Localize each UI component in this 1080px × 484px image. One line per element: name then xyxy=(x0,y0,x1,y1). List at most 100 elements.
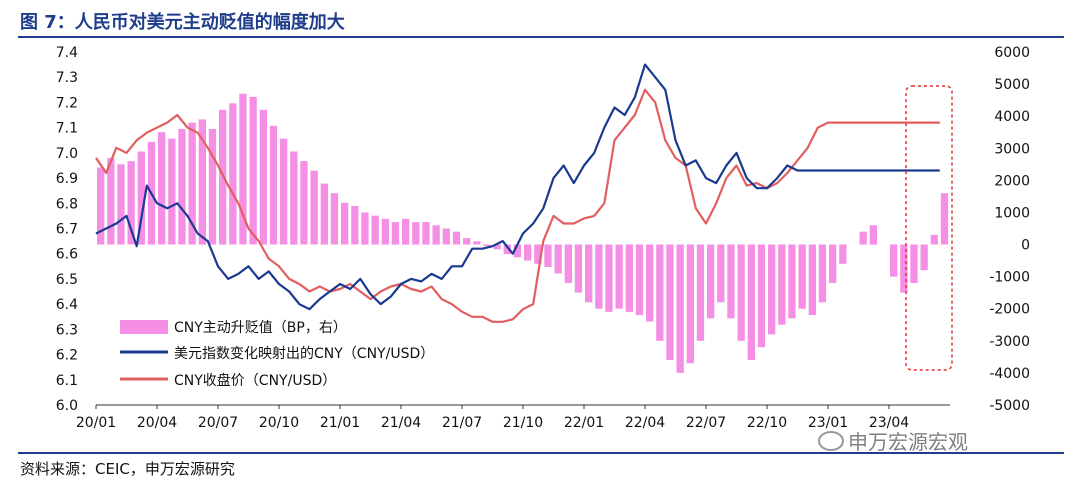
bar xyxy=(574,244,583,293)
bar xyxy=(452,231,461,245)
left-tick-label: 6.6 xyxy=(56,247,78,263)
line-series xyxy=(95,63,940,323)
watermark-text: 申万宏源宏观 xyxy=(848,430,968,454)
bar xyxy=(676,244,684,373)
right-tick-label: -1000 xyxy=(989,270,1030,286)
bar xyxy=(412,222,420,245)
bar xyxy=(757,244,766,348)
bar xyxy=(351,206,359,245)
bar xyxy=(137,151,145,245)
right-tick-label: -5000 xyxy=(989,398,1030,414)
source-note: 资料来源：CEIC，申万宏源研究 xyxy=(20,460,235,478)
title-rule xyxy=(18,36,1064,38)
legend: CNY主动升贬值（BP，右） 美元指数变化映射出的CNY（CNY/USD） CNY收… xyxy=(120,320,434,389)
x-tick-label: 20/10 xyxy=(259,415,299,431)
bar xyxy=(900,244,908,293)
cny-close-line xyxy=(95,88,940,323)
bar xyxy=(768,244,776,335)
left-tick-label: 6.5 xyxy=(56,272,78,288)
bar xyxy=(259,109,267,245)
left-tick-label: 6.2 xyxy=(56,348,78,364)
bar xyxy=(239,93,247,245)
legend-label: CNY收盘价（CNY/USD） xyxy=(174,372,336,389)
right-tick-label: -2000 xyxy=(989,302,1030,318)
right-tick-label: -4000 xyxy=(989,366,1030,382)
bar xyxy=(513,244,522,258)
left-tick-label: 6.3 xyxy=(56,322,78,338)
x-tick-label: 23/04 xyxy=(869,415,909,431)
bar xyxy=(422,222,430,245)
bar xyxy=(920,244,928,271)
bar xyxy=(483,244,491,247)
bar xyxy=(473,241,481,245)
right-tick-label: 6000 xyxy=(994,45,1030,61)
bar xyxy=(503,244,511,255)
bar xyxy=(808,244,816,316)
right-tick-label: 5000 xyxy=(994,77,1030,93)
bar xyxy=(97,167,105,245)
bar xyxy=(280,138,288,245)
bar xyxy=(524,244,532,261)
bar xyxy=(778,244,786,325)
left-tick-label: 6.7 xyxy=(56,222,78,238)
bar xyxy=(869,225,877,245)
x-tick-label: 22/01 xyxy=(564,415,604,431)
x-tick-label: 23/01 xyxy=(808,415,848,431)
bar xyxy=(290,151,298,245)
bar xyxy=(788,244,796,319)
bar xyxy=(117,164,125,245)
chart-title: 图 7：人民币对美元主动贬值的幅度加大 xyxy=(20,12,345,33)
bar xyxy=(402,218,410,245)
bar-series xyxy=(97,93,949,373)
x-tick-label: 21/01 xyxy=(320,415,360,431)
bar xyxy=(839,244,847,264)
bar xyxy=(544,244,552,267)
watermark: 申万宏源宏观 xyxy=(818,426,968,455)
bar xyxy=(188,122,196,245)
x-tick-label: 20/01 xyxy=(76,415,116,431)
wechat-icon xyxy=(818,431,844,451)
bar xyxy=(727,244,735,319)
bar xyxy=(829,244,837,283)
bar xyxy=(717,244,725,303)
bar xyxy=(707,244,715,319)
bar xyxy=(890,244,898,277)
bar xyxy=(859,231,867,245)
legend-label: CNY主动升贬值（BP，右） xyxy=(174,320,347,336)
bar xyxy=(798,244,806,309)
bar xyxy=(432,225,440,245)
x-tick-label: 22/10 xyxy=(747,415,787,431)
bar xyxy=(158,132,166,245)
left-tick-label: 6.1 xyxy=(56,373,78,389)
bar xyxy=(371,215,379,245)
bar xyxy=(493,244,501,250)
bar xyxy=(635,244,644,316)
bar xyxy=(696,244,705,341)
bar xyxy=(564,244,572,283)
footer-rule xyxy=(18,452,1064,454)
bar xyxy=(229,103,237,245)
bar xyxy=(208,129,217,245)
bar xyxy=(686,244,694,364)
bar xyxy=(534,244,542,264)
bar xyxy=(463,238,471,245)
bar xyxy=(330,193,339,245)
legend-label: 美元指数变化映射出的CNY（CNY/USD） xyxy=(174,346,434,362)
bar xyxy=(554,244,562,274)
left-tick-label: 7.0 xyxy=(56,146,78,162)
bar xyxy=(656,244,664,341)
right-tick-label: -3000 xyxy=(989,334,1030,350)
bar xyxy=(615,244,623,309)
right-tick-label: 0 xyxy=(1021,238,1030,254)
bar xyxy=(391,222,400,245)
bar xyxy=(585,244,593,303)
bar xyxy=(310,170,318,245)
bar xyxy=(930,234,938,245)
bar xyxy=(605,244,613,312)
legend-swatch-bar xyxy=(120,320,168,334)
bar xyxy=(737,244,745,341)
bar xyxy=(625,244,633,312)
left-tick-label: 7.4 xyxy=(56,45,78,61)
bar xyxy=(361,212,369,245)
left-tick-label: 7.1 xyxy=(56,121,78,137)
